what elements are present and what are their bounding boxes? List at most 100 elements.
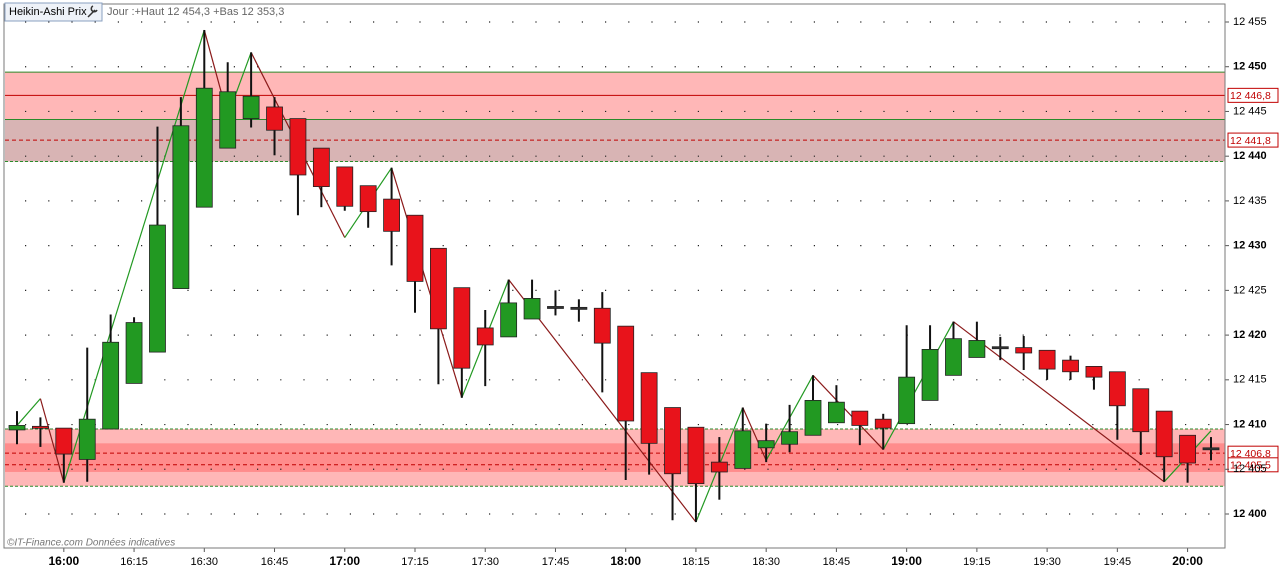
x-tick-label: 19:45: [1104, 556, 1132, 568]
zigzag-segment: [16, 398, 41, 426]
x-tick-label: 16:00: [48, 554, 79, 568]
x-tick-label: 16:45: [261, 556, 289, 568]
zigzag-segment: [391, 167, 463, 398]
candle-body: [406, 214, 424, 282]
y-tick-label: 12 425: [1233, 284, 1267, 296]
candle-body: [312, 147, 330, 187]
candle-body: [55, 427, 73, 455]
candle-body: [710, 461, 728, 473]
axes: 12 446,8 12 441,8 12 406,812 405,5 12 455 12…: [48, 16, 1279, 568]
title-box[interactable]: [4, 2, 103, 22]
zigzag-segment: [882, 321, 954, 450]
y-tick-label: 12 455: [1233, 16, 1267, 28]
candle-body: [78, 418, 96, 460]
candle-body: [476, 327, 494, 346]
candle-body: [1179, 434, 1196, 464]
candle-body: [804, 399, 822, 436]
zigzag-segment: [953, 321, 1165, 483]
zigzag-segment: [39, 398, 65, 483]
y-tick-label: 12 450: [1233, 61, 1267, 73]
candle-body: [1062, 359, 1079, 373]
candle-body: [383, 198, 400, 232]
candle-body: [593, 307, 611, 344]
x-tick-label: 20:00: [1172, 554, 1203, 568]
x-tick-label: 16:30: [191, 556, 219, 568]
candle-body: [664, 407, 681, 475]
zone: [5, 443, 1225, 472]
candles: [8, 30, 1220, 523]
candle-body: [289, 118, 307, 176]
level-label: 12 405,5: [1230, 460, 1271, 472]
footer: ©IT-Finance.com Données indicatives: [7, 538, 175, 549]
y-tick-label: 12 415: [1233, 374, 1267, 386]
zones: [5, 71, 1225, 487]
y-tick-label: 12 405: [1233, 463, 1267, 475]
zigzag: [16, 29, 1212, 523]
candle-body: [1015, 347, 1033, 354]
candle-body: [874, 418, 892, 429]
candle-body: [1108, 371, 1126, 407]
candle-body: [968, 340, 986, 358]
x-tick-label: 16:15: [120, 556, 148, 568]
candle-body: [570, 306, 588, 310]
candle-body: [734, 430, 752, 469]
candle-body: [1202, 447, 1220, 451]
candle-body: [359, 185, 377, 213]
candle-body: [266, 106, 283, 131]
candle-body: [1132, 388, 1150, 433]
candle-body: [851, 410, 869, 426]
candle-body: [149, 224, 166, 353]
candle-body: [617, 325, 635, 422]
zigzag-segment: [742, 407, 767, 461]
zigzag-segment: [812, 374, 884, 451]
candle-body: [219, 91, 237, 149]
level-label-box: [1227, 132, 1279, 148]
level-label-box: [1227, 87, 1279, 103]
candle-body: [991, 346, 1009, 350]
plot-frame: [3, 3, 1226, 549]
candle-body: [1085, 366, 1103, 378]
candle-body: [242, 95, 260, 120]
y-tick-label: 12 435: [1233, 195, 1267, 207]
y-tick-label: 12 420: [1233, 329, 1267, 341]
candle-body: [921, 349, 939, 401]
candle-body: [523, 298, 541, 320]
candle-body: [195, 87, 213, 208]
x-tick-label: 17:45: [542, 556, 570, 568]
x-tick-label: 18:30: [752, 556, 780, 568]
candle-body: [547, 306, 564, 309]
y-tick-label: 12 440: [1233, 150, 1267, 162]
level-label: 12 441,8: [1230, 135, 1271, 147]
level-label: 12 446,8: [1230, 90, 1271, 102]
candle-body: [1155, 410, 1173, 458]
candle-body: [102, 341, 120, 430]
y-tick-label: 12 445: [1233, 105, 1267, 117]
level-label: 12 406,8: [1230, 448, 1271, 460]
candle-body: [430, 247, 447, 330]
candle-body: [945, 338, 962, 376]
wrench-icon[interactable]: [87, 5, 98, 18]
x-tick-label: 17:15: [401, 556, 429, 568]
x-tick-label: 17:30: [471, 556, 499, 568]
candle-body: [172, 125, 190, 289]
chart-subtitle: Jour :+Haut 12 454,3 +Bas 12 353,3: [107, 6, 284, 18]
candle-body: [687, 426, 705, 484]
y-tick-label: 12 430: [1233, 240, 1267, 252]
candle-body: [32, 425, 49, 429]
zigzag-segment: [508, 279, 697, 523]
candle-body: [757, 440, 775, 449]
x-tick-label: 18:00: [610, 554, 641, 568]
candle-body: [453, 287, 471, 369]
x-tick-label: 18:45: [823, 556, 851, 568]
x-tick-label: 19:00: [891, 554, 922, 568]
candle-body: [781, 431, 798, 445]
candle-body: [8, 425, 26, 431]
candle-body: [828, 401, 845, 424]
y-tick-label: 12 400: [1233, 508, 1267, 520]
candle-body: [640, 372, 658, 444]
chart-title: Heikin-Ashi Prix: [9, 6, 87, 18]
candle-body: [898, 376, 916, 425]
x-tick-label: 19:30: [1033, 556, 1061, 568]
